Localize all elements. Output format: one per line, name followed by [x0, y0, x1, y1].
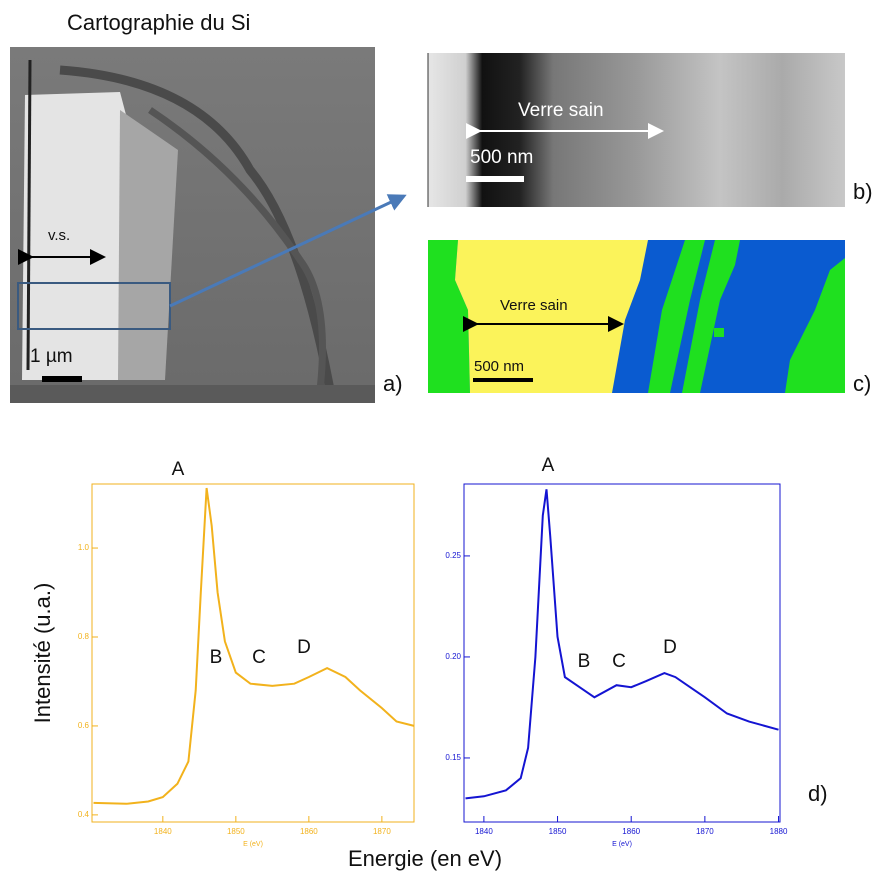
- y-tick-label: 0.15: [445, 753, 461, 762]
- x-tick-label: 1860: [622, 827, 640, 836]
- scale-bar: [42, 376, 82, 382]
- panel-label: b): [853, 179, 873, 204]
- title: Cartographie du Si: [67, 10, 250, 35]
- substrate: [10, 385, 375, 403]
- scale-bar-label: 500 nm: [470, 147, 533, 168]
- phase-region: [428, 240, 470, 393]
- peak-label: D: [663, 637, 677, 658]
- y-tick-label: 0.8: [78, 632, 90, 641]
- crust: [59, 65, 335, 391]
- phase-region: [648, 240, 705, 393]
- scale-bar-label: 1 µm: [30, 346, 73, 367]
- y-tick-label: 0.6: [78, 721, 90, 730]
- layer: [118, 110, 178, 380]
- peak-label: C: [252, 647, 266, 668]
- plot-frame: [463, 483, 781, 823]
- x-tick-label: 1870: [373, 827, 391, 836]
- y-axis-label: Intensité (u.a.): [30, 583, 55, 724]
- x-tick-label: 1870: [696, 827, 714, 836]
- zoom-arrow: [169, 194, 407, 308]
- scale-bar-label: 500 nm: [474, 358, 524, 375]
- crust: [148, 107, 326, 391]
- width-marker: v.s.: [48, 227, 70, 244]
- x-tick-label: 1860: [300, 827, 318, 836]
- y-tick-label: 0.4: [78, 810, 90, 819]
- spectrum-chart: 0.15 0.20 0.25 1840 1850 1860 1870 1880 E (eV) A B…: [445, 455, 788, 848]
- x-axis-label: E (eV): [612, 841, 632, 848]
- x-tick-label: 1850: [227, 827, 245, 836]
- peak-label: A: [542, 455, 555, 476]
- peak-label: B: [210, 647, 223, 668]
- x-tick-label: 1840: [475, 827, 493, 836]
- y-tick-label: 1.0: [78, 543, 90, 552]
- phase-region: [785, 258, 845, 393]
- peak-label: A: [172, 459, 185, 480]
- phase-spot: [714, 328, 724, 337]
- spectrum-line: [93, 487, 415, 805]
- panel-c: Verre sain 500 nm c): [428, 240, 871, 396]
- panel-a: v.s. 1 µm a): [10, 47, 407, 403]
- annotation: Verre sain: [500, 297, 568, 314]
- peak-label: C: [612, 651, 626, 672]
- x-tick-label: 1880: [770, 827, 788, 836]
- peak-label: B: [578, 651, 591, 672]
- phase-region: [682, 240, 740, 393]
- x-axis-label: E (eV): [243, 841, 263, 848]
- panel-b: Verre sain 500 nm b): [427, 53, 873, 207]
- panel-label: d): [808, 781, 828, 806]
- scale-bar: [473, 378, 533, 382]
- glass-region: [22, 92, 130, 380]
- x-tick-label: 1850: [549, 827, 567, 836]
- plot-frame: [91, 483, 415, 823]
- spectrum-chart: 0.4 0.6 0.8 1.0 1840 1850 1860 1870 E (eV) A B C D: [78, 459, 415, 848]
- x-tick-label: 1840: [154, 827, 172, 836]
- scale-bar: [466, 176, 524, 182]
- y-tick-label: 0.25: [445, 551, 461, 560]
- annotation: Verre sain: [518, 100, 604, 121]
- panel-label: a): [383, 371, 403, 396]
- spectrum-line: [465, 489, 779, 800]
- edge: [26, 59, 32, 371]
- peak-label: D: [297, 637, 311, 658]
- x-axis-label: Energie (en eV): [348, 846, 502, 871]
- y-tick-label: 0.20: [445, 652, 461, 661]
- panel-label: c): [853, 371, 871, 396]
